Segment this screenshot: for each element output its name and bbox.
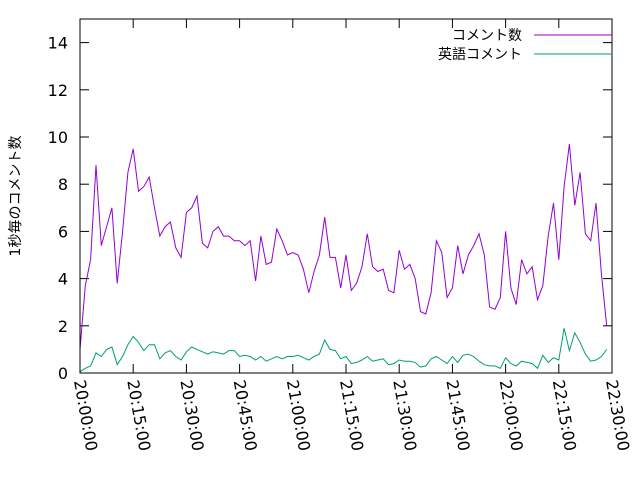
legend-label-comments: コメント数 [452, 28, 522, 44]
y-tick-label: 0 [58, 364, 68, 383]
y-tick-label: 2 [58, 317, 68, 336]
y-tick-label: 4 [58, 270, 68, 289]
series-line-english-comments [79, 328, 608, 373]
legend: コメント数 英語コメント [438, 28, 612, 63]
y-tick-label: 6 [58, 222, 68, 241]
y-axis-label: 1秒毎のコメント数 [8, 136, 24, 257]
y-axis-ticks: 0 2 4 6 8 10 12 14 [48, 34, 612, 383]
y-tick-label: 8 [58, 175, 68, 194]
series-line-comments [79, 144, 608, 350]
series-lines [79, 144, 608, 373]
legend-label-english-comments: 英語コメント [438, 46, 522, 63]
y-tick-label: 12 [48, 81, 68, 100]
y-tick-label: 14 [48, 34, 68, 53]
y-tick-label: 10 [48, 128, 68, 147]
plot-frame [79, 18, 613, 374]
